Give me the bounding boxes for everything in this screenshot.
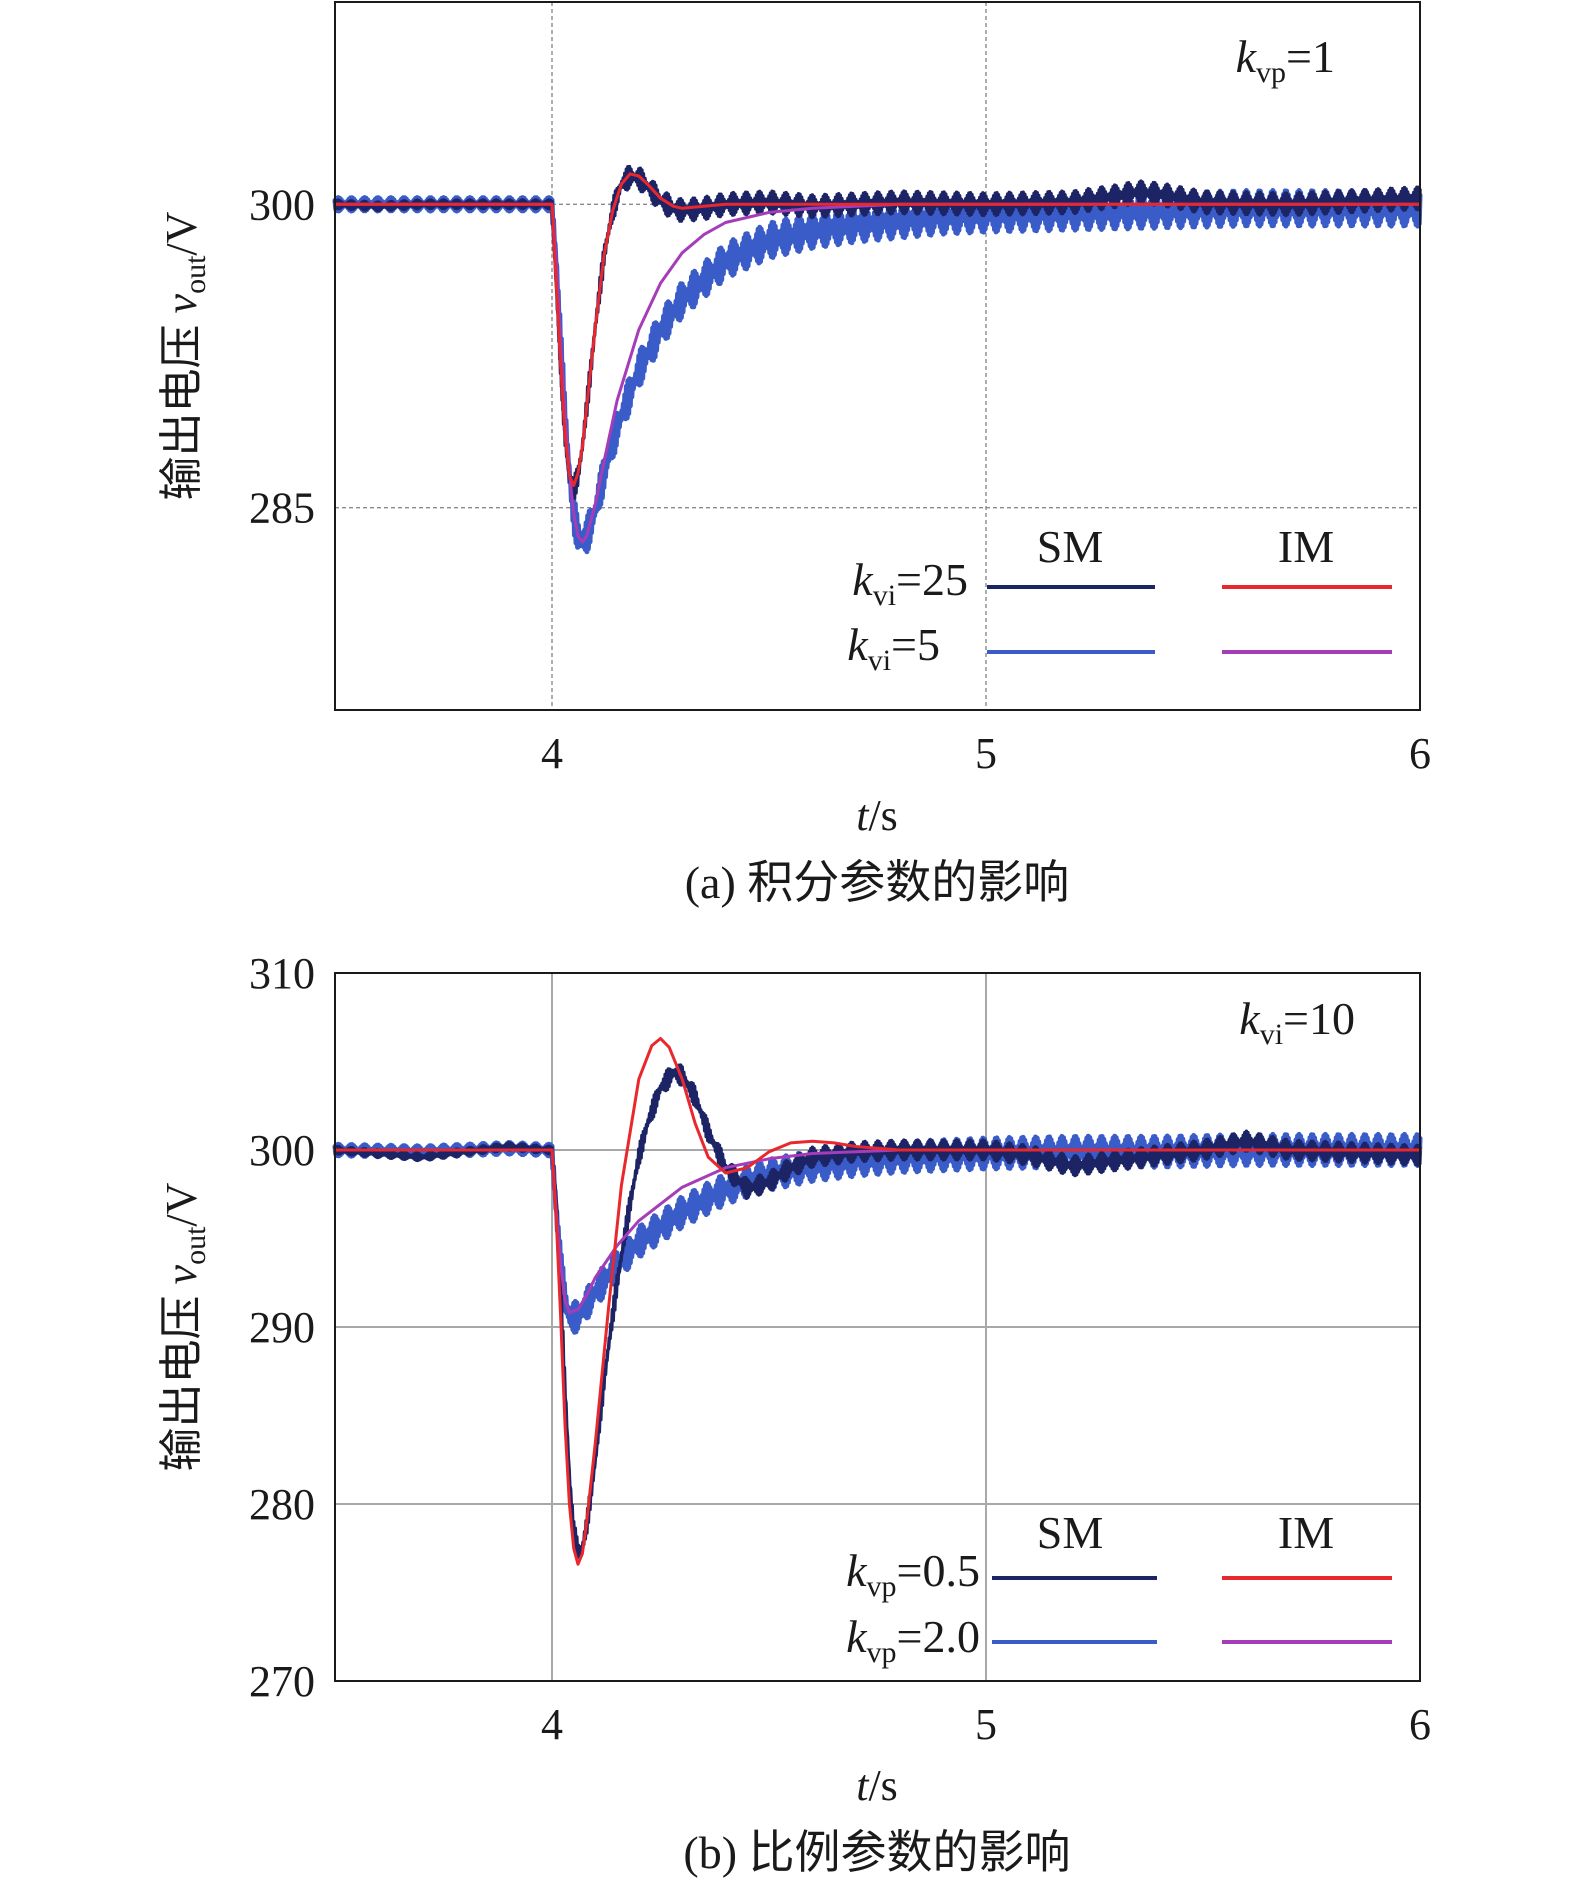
x-tick-labels-b: 4 5 6	[541, 1700, 1431, 1749]
y-tick-labels-b: 270 280 290 300 310	[249, 949, 315, 1706]
x-axis-label-a: t/s	[856, 791, 898, 840]
legend-b: SM IM kvp=0.5 kvp=2.0	[846, 1507, 1392, 1669]
series-group-a	[332, 164, 1423, 555]
y-tick-label: 300	[249, 180, 315, 229]
y-tick-label: 300	[249, 1126, 315, 1175]
legend-row-label-a-1: kvi=5	[847, 619, 940, 677]
series-line-sm-b-0	[333, 1063, 1422, 1559]
y-tick-label: 290	[249, 1303, 315, 1352]
plot-frame-b	[334, 972, 1421, 1682]
legend-row-label-b-0: kvp=0.5	[846, 1545, 980, 1603]
series-line-sm-a-1	[332, 188, 1423, 555]
chart-b: 270 280 290 300 310 4 5 6 输出电压 vout/V t/s (b) …	[157, 949, 1431, 1878]
x-tick-label: 6	[1409, 1700, 1431, 1749]
y-tick-label: 285	[249, 484, 315, 533]
legend-head-im-b: IM	[1278, 1507, 1334, 1558]
series-line-im-a-1	[333, 202, 1422, 544]
caption-b: (b) 比例参数的影响	[683, 1827, 1070, 1878]
legend-head-sm-a: SM	[1037, 521, 1103, 572]
y-axis-label-b: 输出电压 vout/V	[157, 1182, 212, 1471]
caption-a: (a) 积分参数的影响	[685, 857, 1070, 908]
legend-row-label-a-0: kvi=25	[852, 554, 968, 612]
legend-a: SM IM kvi=25 kvi=5	[847, 521, 1392, 677]
param-note-b: kvi=10	[1239, 993, 1355, 1051]
series-line-im-a-0	[333, 172, 1422, 487]
series-line-im-b-0	[333, 1037, 1422, 1566]
y-axis-label-a: 输出电压 vout/V	[157, 211, 212, 500]
series-group-b	[332, 1037, 1423, 1566]
y-tick-label: 270	[249, 1657, 315, 1706]
x-tick-label: 6	[1409, 729, 1431, 778]
legend-head-im-a: IM	[1278, 521, 1334, 572]
x-axis-label-b: t/s	[856, 1761, 898, 1810]
x-tick-label: 4	[541, 729, 563, 778]
x-tick-label: 4	[541, 1700, 563, 1749]
x-tick-labels-a: 4 5 6	[541, 729, 1431, 778]
chart-a: 285 300 4 5 6 输出电压 vout/V t/s (a) 积分参数的影响 k…	[157, 1, 1431, 908]
plot-frame-a	[334, 1, 1421, 711]
y-tick-labels-a: 285 300	[249, 180, 315, 532]
x-tick-label: 5	[975, 1700, 997, 1749]
series-line-sm-b-1	[332, 1131, 1423, 1335]
param-note-a: kvp=1	[1236, 31, 1335, 89]
x-tick-label: 5	[975, 729, 997, 778]
y-tick-label: 310	[249, 949, 315, 998]
y-tick-label: 280	[249, 1480, 315, 1529]
legend-head-sm-b: SM	[1037, 1507, 1103, 1558]
legend-row-label-b-1: kvp=2.0	[846, 1611, 980, 1669]
